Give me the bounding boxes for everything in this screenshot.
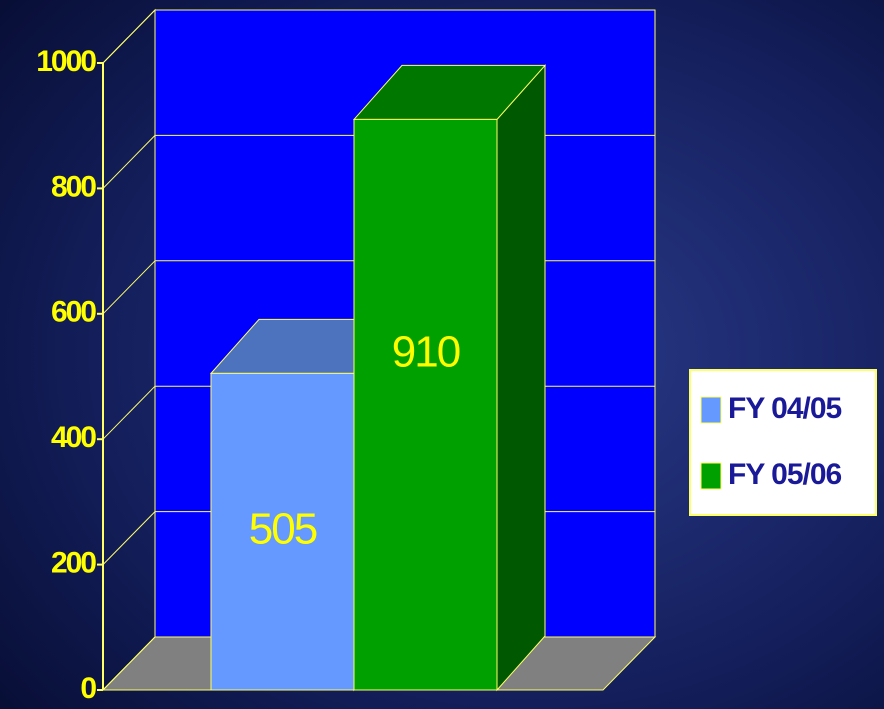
legend: FY 04/05 FY 05/06 (689, 369, 877, 516)
legend-label: FY 04/05 (728, 392, 842, 425)
legend-box (689, 369, 877, 516)
grid-line (102, 636, 156, 691)
legend-label: FY 05/06 (728, 458, 842, 491)
bar (353, 118, 498, 691)
y-tick-label: 200 (51, 547, 96, 580)
y-tick-label: 600 (51, 296, 96, 329)
y-tick-label: 0 (80, 672, 96, 705)
grid-line (102, 385, 156, 440)
legend-swatch (700, 396, 722, 424)
data-label: 505 (249, 504, 317, 553)
grid-line (102, 9, 156, 64)
plot-area: 0 200 400 600 800 1000 505 910 FY 04/05 FY 05/06 (36, 8, 877, 705)
y-tick-label: 1000 (36, 45, 96, 78)
grid-line (102, 135, 156, 189)
data-label: 910 (392, 327, 460, 376)
grid-line (102, 511, 156, 565)
y-tick-label: 800 (51, 170, 96, 203)
bar-side (496, 64, 546, 692)
legend-swatch (700, 462, 722, 490)
y-tick-label: 400 (51, 421, 96, 454)
bar (210, 372, 355, 691)
grid-line (102, 260, 156, 315)
